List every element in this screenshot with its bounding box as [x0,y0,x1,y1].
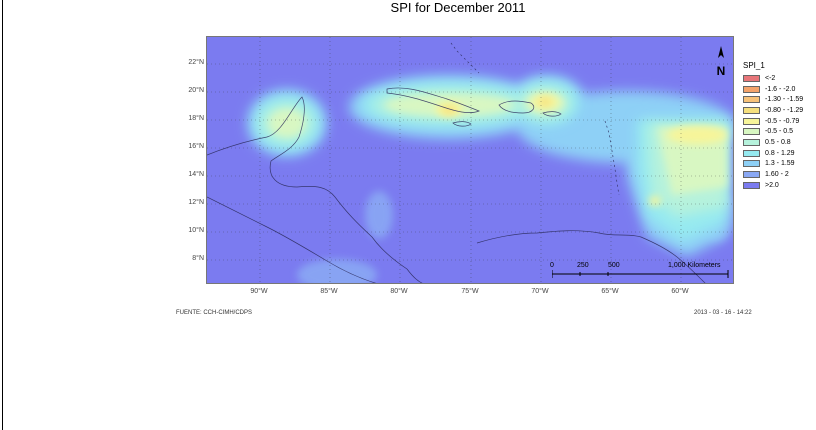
lon-label: 90°W [250,288,268,295]
legend-label: -1.30 - -1.59 [765,96,804,104]
legend-swatch [743,149,760,157]
lat-label: 14°N [188,171,204,178]
legend-label: 1.60 - 2 [765,171,789,179]
legend-swatch [743,160,760,168]
legend-label: >2.0 [765,181,779,189]
north-label: N [717,64,726,78]
legend-item: -0.80 - -1.29 [743,105,803,116]
lat-label: 22°N [188,59,204,66]
frame-border [2,0,3,430]
legend-swatch [743,128,760,136]
source-credit: FUENTE: CCH-CIMH/CDPS [176,310,252,316]
map-title: SPI for December 2011 [390,0,526,15]
coastlines [207,42,706,283]
legend-item: <-2 [743,73,803,84]
scale-tick-label: 500 [608,262,620,269]
legend-label: -0.5 - -0.79 [765,117,800,125]
legend-swatch [743,171,760,179]
legend-swatch [743,106,760,114]
lat-label: 12°N [188,199,204,206]
lat-label: 20°N [188,87,204,94]
legend-item: 0.5 - 0.8 [743,137,803,148]
lon-label: 70°W [531,288,549,295]
scale-tick-label: 250 [577,262,589,269]
legend-swatch [743,138,760,146]
legend-item: 0.8 - 1.29 [743,148,803,159]
legend-label: 0.5 - 0.8 [765,138,791,146]
lat-label: 10°N [188,227,204,234]
legend-item: >2.0 [743,180,803,191]
legend-item: -1.6 - -2.0 [743,84,803,95]
legend-swatch [743,85,760,93]
map-legend: SPI_1 <-2 -1.6 - -2.0 -1.30 - -1.59 -0.8… [743,61,803,191]
lon-label: 85°W [320,288,338,295]
lon-label: 75°W [461,288,479,295]
legend-label: 1.3 - 1.59 [765,160,795,168]
scale-end-label: 1,000 Kilometers [668,262,721,269]
lat-label: 8°N [192,255,204,262]
legend-label: 0.8 - 1.29 [765,149,795,157]
legend-item: 1.60 - 2 [743,169,803,180]
scale-tick-label: 0 [550,262,554,269]
legend-swatch [743,96,760,104]
legend-swatch [743,181,760,189]
north-arrow-icon: N [717,46,726,78]
lat-label: 18°N [188,115,204,122]
legend-item: -1.30 - -1.59 [743,94,803,105]
legend-item: -0.5 - -0.79 [743,116,803,127]
legend-title: SPI_1 [743,61,765,70]
timestamp: 2013 - 03 - 16 - 14:22 [694,310,752,316]
spi-map [206,36,734,284]
lon-label: 80°W [390,288,408,295]
legend-label: -0.80 - -1.29 [765,106,804,114]
legend-label: -1.6 - -2.0 [765,85,796,93]
legend-swatch [743,117,760,125]
legend-swatch [743,74,760,82]
lon-label: 60°W [671,288,689,295]
legend-item: 1.3 - 1.59 [743,159,803,170]
lon-label: 65°W [601,288,619,295]
legend-item: -0.5 - 0.5 [743,126,803,137]
legend-label: -0.5 - 0.5 [765,128,794,136]
lat-label: 16°N [188,143,204,150]
scale-bar [552,270,729,278]
legend-label: <-2 [765,74,776,82]
spi-map-canvas [207,37,733,283]
graticule [207,37,733,283]
